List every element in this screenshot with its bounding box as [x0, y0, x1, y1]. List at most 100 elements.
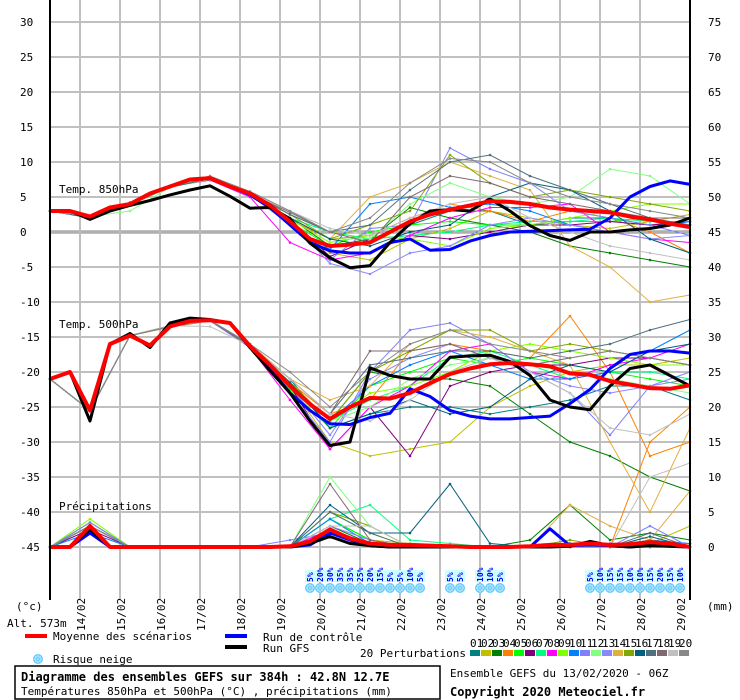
perturbation-06-t850-point: [608, 220, 612, 223]
snowflake-dot: [366, 587, 368, 589]
snow-band: [375, 570, 385, 582]
perturbation-16-t500-point: [368, 412, 372, 416]
snowflake-dot: [681, 585, 683, 587]
perturbation-02-t850-point: [368, 258, 372, 262]
snowflake-dot: [646, 587, 648, 589]
snowflake-dot: [329, 584, 331, 586]
perturbation-12-t850-point: [368, 237, 372, 241]
snowflake-dot: [447, 585, 449, 587]
left-tick-label: -20: [20, 366, 40, 379]
snowflake-dot: [34, 658, 36, 660]
perturbation-06-t850-point: [448, 237, 452, 241]
snowflake-icon: [375, 583, 385, 593]
perturbation-02-t500-point: [408, 447, 412, 451]
snowflake-dot: [591, 589, 593, 591]
perturbation-03-t500-point: [448, 377, 452, 381]
perturbation-08-t500-point: [288, 398, 292, 402]
legend-perturbations: 20 Perturbations: [360, 647, 466, 660]
perturbation-13-t850-point: [488, 223, 492, 227]
right-tick-label: 10: [708, 471, 721, 484]
perturbation-18-t850-point: [528, 195, 532, 199]
perturbation-17-t850-point: [488, 153, 492, 157]
perturbation-13-t850-point: [448, 244, 452, 248]
perturbation-16-precip-point: [648, 535, 652, 538]
perturbation-07-t850-point: [568, 220, 572, 223]
snowflake-dot: [371, 589, 373, 591]
perturbation-14-t500-point: [648, 510, 652, 514]
snowflake-dot: [407, 585, 409, 587]
perturbation-19-t500-point: [408, 398, 412, 402]
perturbation-19-t850-point: [528, 216, 532, 220]
snowflake-dot: [609, 584, 611, 586]
snowflake-dot: [602, 587, 604, 589]
snowflake-dot: [659, 584, 661, 586]
snowflake-dot: [609, 587, 611, 589]
snowflake-dot: [376, 587, 378, 589]
snowflake-dot: [372, 587, 374, 589]
snowflake-dot: [617, 589, 619, 591]
snowflake-dot: [637, 585, 639, 587]
snowflake-dot: [647, 589, 649, 591]
perturbation-03-t850-point: [408, 206, 412, 209]
snow-risk-label: 5%: [456, 572, 465, 582]
perturbation-17-t500-point: [608, 342, 612, 346]
perturbation-id-label: 13: [602, 637, 615, 650]
snowflake-dot: [407, 589, 409, 591]
snowflake-dot: [421, 585, 423, 587]
snow-risk-label: 5%: [586, 572, 595, 582]
perturbation-19-precip-point: [648, 475, 652, 479]
perturbation-12-t850-point: [128, 209, 132, 213]
perturbation-20-t500-point: [408, 342, 412, 346]
snowflake-dot: [642, 587, 644, 589]
perturbation-05-t850-point: [368, 230, 372, 234]
perturbation-04-t850-point: [488, 209, 492, 213]
snow-risk-label: 5%: [386, 572, 395, 582]
snowflake-icon: [645, 583, 655, 593]
perturbation-06-t500-point: [408, 454, 412, 458]
perturbation-id-label: 14: [613, 637, 627, 650]
perturbation-18-t500-point: [408, 349, 412, 353]
snow-band: [315, 570, 325, 582]
snowflake-dot: [357, 585, 359, 587]
perturbation-16-t500-point: [568, 363, 572, 367]
perturbation-14-t850-point: [568, 244, 572, 248]
snowflake-dot: [447, 589, 449, 591]
snowflake-dot: [491, 589, 493, 591]
perturbation-19-t850-point: [448, 202, 452, 206]
perturbation-03-t500-point: [528, 412, 532, 416]
snowflake-dot: [651, 585, 653, 587]
snowflake-dot: [592, 587, 594, 589]
perturbation-13-t850-point: [568, 223, 572, 227]
right-tick-label: 15: [708, 436, 721, 449]
snowflake-dot: [352, 587, 354, 589]
perturbation-17-t850-point: [368, 223, 372, 227]
snow-band: [325, 570, 335, 582]
snowflake-dot: [339, 587, 341, 589]
perturbation-19-t500-point: [368, 419, 372, 423]
snowflake-dot: [326, 587, 328, 589]
perturbation-15-t850-point: [608, 195, 612, 199]
snowflake-dot: [497, 585, 499, 587]
snowflake-dot: [409, 584, 411, 586]
snowflake-dot: [359, 587, 361, 589]
snow-risk-label: 10%: [676, 567, 685, 582]
snow-risk-label: 20%: [656, 567, 665, 582]
snowflake-icon: [445, 583, 455, 593]
snowflake-dot: [461, 585, 463, 587]
perturbation-16-t500-point: [328, 426, 332, 430]
snowflake-dot: [411, 585, 413, 587]
snowflake-dot: [657, 585, 659, 587]
snow-band: [345, 570, 355, 582]
run-label: Ensemble GEFS du 13/02/2020 - 06Z: [450, 667, 669, 680]
snow-risk-label: 15%: [606, 567, 615, 582]
right-tick-label: 65: [708, 86, 721, 99]
snowflake-dot: [317, 585, 319, 587]
perturbation-18-t500-point: [448, 342, 452, 346]
perturbation-18-t850-point: [488, 181, 492, 185]
left-tick-label: -30: [20, 436, 40, 449]
snowflake-dot: [461, 589, 463, 591]
copyright: Copyright 2020 Meteociel.fr: [450, 685, 645, 699]
perturbation-20-t500-point: [608, 349, 612, 353]
snowflake-dot: [369, 590, 371, 592]
snowflake-icon: [325, 583, 335, 593]
